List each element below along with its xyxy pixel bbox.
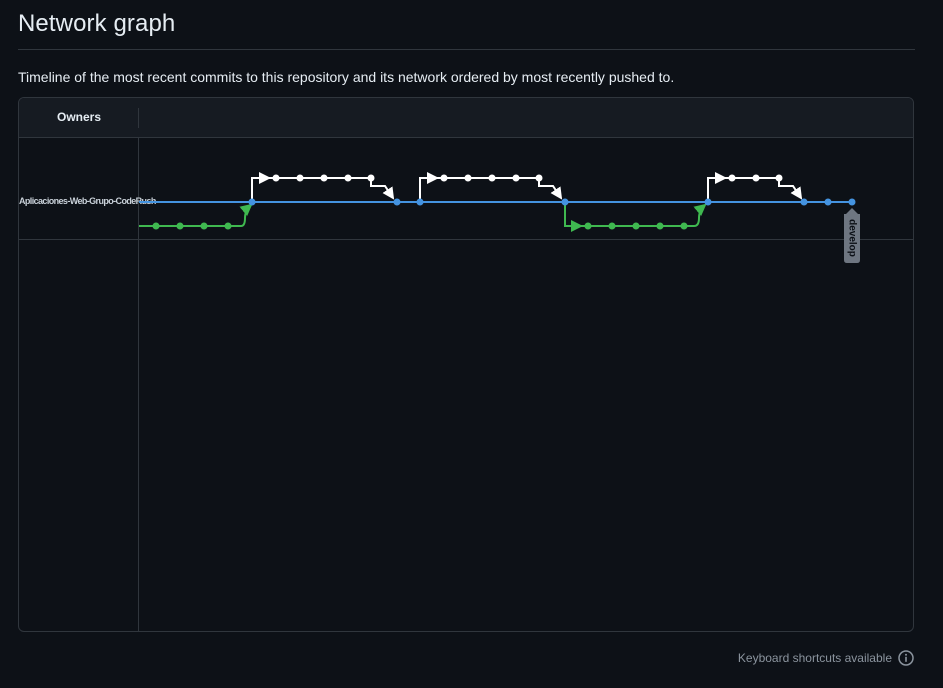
commit-dot	[200, 222, 208, 230]
network-graph[interactable]: Owners Aplicaciones-Web-Grupo-CodeRush	[18, 97, 914, 632]
branch-label-text: develop	[846, 219, 857, 257]
keyboard-shortcuts-link[interactable]: Keyboard shortcuts available	[737, 651, 892, 665]
main-commits[interactable]	[248, 198, 856, 206]
commit-dot	[680, 222, 688, 230]
commit-dot	[752, 174, 760, 182]
header-divider	[138, 108, 139, 128]
owners-header: Owners	[56, 110, 101, 124]
page-title: Network graph	[18, 10, 176, 37]
commit-dot	[704, 198, 712, 206]
owners-column-divider	[138, 138, 139, 631]
commit-dot	[584, 222, 592, 230]
graph-header: Owners	[19, 98, 913, 138]
commit-dot	[224, 222, 232, 230]
commit-dot	[775, 174, 783, 182]
feature-branch-white-3	[707, 172, 803, 202]
commit-dot	[344, 174, 352, 182]
commit-dot	[248, 198, 256, 206]
commit-dot	[535, 174, 543, 182]
owner-row-divider	[19, 239, 913, 240]
feature-branch-green-1	[139, 203, 253, 227]
commit-dot	[176, 222, 184, 230]
commit-dot	[512, 174, 520, 182]
commit-dot	[848, 198, 856, 206]
commit-dot	[152, 222, 160, 230]
commit-graph-canvas[interactable]: develop	[19, 98, 913, 631]
commit-dot	[656, 222, 664, 230]
white-commits[interactable]	[272, 174, 783, 182]
page-description: Timeline of the most recent commits to t…	[18, 69, 675, 85]
feature-branch-white-2	[419, 172, 563, 202]
commit-dot	[608, 222, 616, 230]
commit-dot	[367, 174, 375, 182]
commit-dot	[296, 174, 304, 182]
commit-dot	[800, 198, 808, 206]
title-divider	[18, 49, 915, 50]
info-icon[interactable]	[898, 650, 914, 666]
commit-dot	[488, 174, 496, 182]
commit-dot	[824, 198, 832, 206]
feature-branch-white-1	[251, 172, 395, 202]
commit-dot	[393, 198, 401, 206]
branch-label-develop[interactable]: develop	[844, 208, 860, 263]
commit-dot	[272, 174, 280, 182]
commit-dot	[464, 174, 472, 182]
commit-dot	[440, 174, 448, 182]
commit-dot	[632, 222, 640, 230]
commit-dot	[320, 174, 328, 182]
commit-dot	[416, 198, 424, 206]
feature-branch-green-2	[564, 202, 707, 232]
owner-name[interactable]: Aplicaciones-Web-Grupo-CodeRush	[19, 196, 156, 206]
commit-dot	[561, 198, 569, 206]
green-commits[interactable]	[152, 222, 688, 230]
commit-dot	[728, 174, 736, 182]
